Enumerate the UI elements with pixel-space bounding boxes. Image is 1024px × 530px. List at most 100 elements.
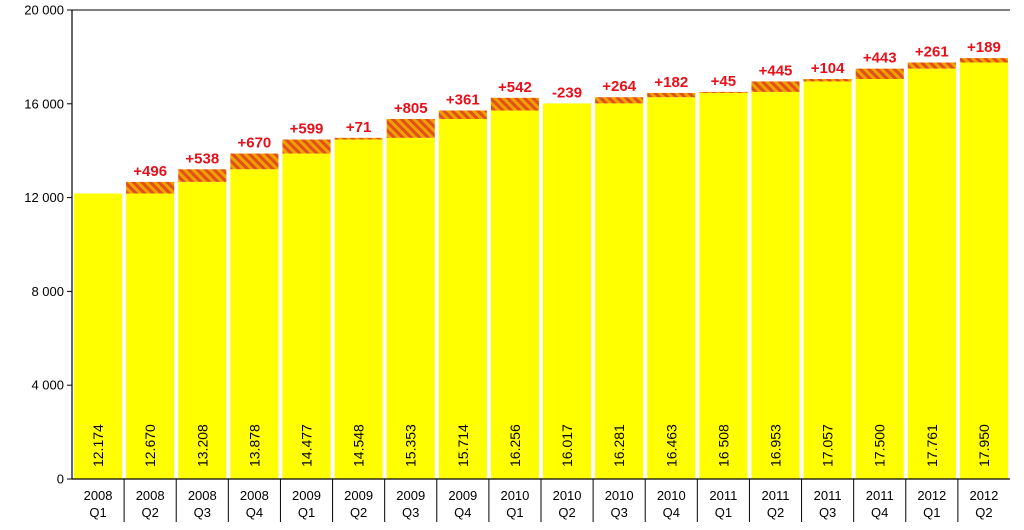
x-tick-label-year: 2011 xyxy=(709,488,737,503)
value-label: 13.878 xyxy=(246,424,262,467)
x-tick-label-year: 2010 xyxy=(500,488,529,503)
value-label: 17.057 xyxy=(820,424,836,467)
change-label: +361 xyxy=(446,92,480,109)
y-tick-label: 0 xyxy=(57,472,64,487)
bar xyxy=(959,62,1008,479)
bars-layer xyxy=(74,58,1008,480)
axes: 2008 Q1 2008 Q2 2008 Q3 2008 Q4 2009 Q1 2009 Q2 2009… xyxy=(24,3,1010,522)
y-tick-label: 4 000 xyxy=(31,378,64,393)
x-tick-label-quarter: Q2 xyxy=(350,505,367,520)
bar xyxy=(647,97,696,480)
x-tick-label-year: 2012 xyxy=(969,488,998,503)
bar xyxy=(699,92,748,479)
increase-segment xyxy=(855,68,904,80)
x-tick-label-quarter: Q4 xyxy=(454,505,471,520)
change-label: +538 xyxy=(185,150,219,167)
y-tick-label: 20 000 xyxy=(24,3,64,18)
increase-segment xyxy=(230,153,279,170)
bar xyxy=(334,139,383,479)
value-label: 12.174 xyxy=(90,424,106,467)
change-label: +71 xyxy=(346,119,371,136)
value-label: 16.281 xyxy=(611,424,627,467)
x-tick-label-year: 2010 xyxy=(553,488,582,503)
increase-segment xyxy=(751,81,800,92)
increase-segment xyxy=(438,110,487,119)
bar xyxy=(230,169,279,479)
y-tick-label: 8 000 xyxy=(31,284,64,299)
increase-segment xyxy=(126,181,175,194)
bar xyxy=(855,79,904,479)
increase-segment xyxy=(699,91,748,93)
change-label: +189 xyxy=(967,39,1001,56)
change-label: +45 xyxy=(711,73,736,90)
x-tick-label-quarter: Q1 xyxy=(923,505,940,520)
change-label: +104 xyxy=(811,60,845,77)
change-label: +805 xyxy=(394,100,428,117)
change-label: +182 xyxy=(654,74,688,91)
x-tick-label-quarter: Q2 xyxy=(975,505,992,520)
bar xyxy=(907,68,956,480)
value-label: 17.950 xyxy=(976,424,992,467)
increase-segment xyxy=(334,137,383,140)
change-label: +443 xyxy=(863,50,897,67)
value-label: 12.670 xyxy=(142,424,158,467)
bar xyxy=(438,118,487,479)
increase-segment xyxy=(178,169,227,182)
x-tick-label-quarter: Q3 xyxy=(194,505,211,520)
bar xyxy=(178,181,227,479)
x-tick-label-quarter: Q3 xyxy=(402,505,419,520)
change-label: +599 xyxy=(290,121,324,138)
value-label: 16.256 xyxy=(507,424,523,467)
value-label: 15.714 xyxy=(455,424,471,467)
x-tick-label-year: 2010 xyxy=(605,488,634,503)
x-tick-label-year: 2011 xyxy=(866,488,894,503)
x-tick-label-quarter: Q3 xyxy=(610,505,627,520)
change-label: +542 xyxy=(498,79,532,96)
change-label: -239 xyxy=(552,84,582,101)
change-labels-layer: +496 +538 +670 +599 +71 +805 +361 +542 -239 +264 +… xyxy=(133,39,1001,180)
increase-segment xyxy=(907,62,956,69)
x-tick-label-year: 2009 xyxy=(344,488,373,503)
value-label: 16.463 xyxy=(663,424,679,467)
x-tick-label-quarter: Q1 xyxy=(715,505,732,520)
bar xyxy=(282,153,331,479)
value-label: 14.548 xyxy=(351,424,367,467)
x-tick-label-year: 2009 xyxy=(396,488,425,503)
increase-segment xyxy=(803,79,852,82)
value-label: 13.208 xyxy=(194,424,210,467)
x-tick-label-year: 2008 xyxy=(188,488,217,503)
x-tick-label-year: 2009 xyxy=(448,488,477,503)
x-tick-label-quarter: Q2 xyxy=(767,505,784,520)
increase-segment xyxy=(647,92,696,98)
x-tick-label-year: 2008 xyxy=(240,488,269,503)
value-label: 16 508 xyxy=(715,424,731,467)
value-labels-layer: 12.174 12.670 13.208 13.878 14.477 14.548 15.3… xyxy=(90,424,992,467)
x-tick-label-year: 2009 xyxy=(292,488,321,503)
bar xyxy=(595,103,644,480)
change-label: +261 xyxy=(915,44,949,61)
x-tick-label-quarter: Q1 xyxy=(298,505,315,520)
increase-segment xyxy=(386,118,435,138)
increase-segment xyxy=(490,97,539,111)
y-tick-label: 12 000 xyxy=(24,190,64,205)
bar xyxy=(543,103,592,480)
x-tick-label-year: 2010 xyxy=(657,488,686,503)
bar xyxy=(386,137,435,479)
x-tick-label-quarter: Q1 xyxy=(89,505,106,520)
value-label: 17.761 xyxy=(924,424,940,467)
x-tick-label-quarter: Q1 xyxy=(506,505,523,520)
y-tick-label: 16 000 xyxy=(24,96,64,111)
value-label: 17.500 xyxy=(872,424,888,467)
x-tick-label-quarter: Q2 xyxy=(558,505,575,520)
x-tick-label-year: 2011 xyxy=(762,488,790,503)
change-label: +670 xyxy=(237,135,271,152)
x-tick-label-quarter: Q4 xyxy=(663,505,680,520)
bar xyxy=(751,91,800,479)
change-label: +264 xyxy=(602,78,636,95)
value-label: 15.353 xyxy=(403,424,419,467)
x-tick-label-quarter: Q3 xyxy=(819,505,836,520)
increase-segment xyxy=(959,58,1008,63)
x-tick-label-quarter: Q4 xyxy=(871,505,888,520)
